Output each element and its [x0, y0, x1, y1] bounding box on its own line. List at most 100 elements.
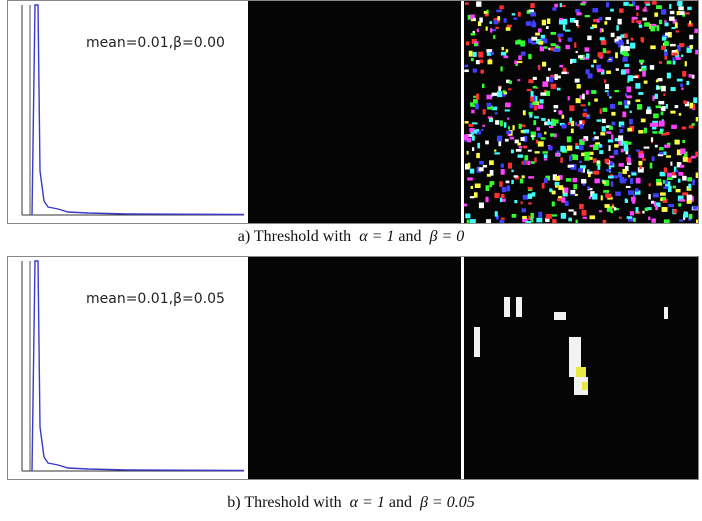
noise-pixel [594, 136, 599, 139]
noise-pixel [497, 136, 502, 142]
noise-pixel [681, 88, 683, 90]
noise-pixel [588, 102, 590, 106]
noise-pixel [594, 179, 599, 184]
noise-pixel [638, 92, 643, 95]
noise-pixel [662, 37, 666, 41]
noise-pixel [483, 109, 486, 114]
noise-pixel [696, 173, 698, 178]
noise-pixel [670, 11, 674, 14]
noise-pixel [482, 84, 484, 88]
noise-pixel [529, 9, 534, 12]
noise-pixel [663, 93, 665, 96]
noise-pixel [629, 4, 633, 6]
noise-pixel [502, 187, 507, 192]
noise-pixel [575, 194, 578, 196]
noise-pixel [494, 150, 496, 152]
noise-pixel [696, 220, 698, 223]
noise-pixel [531, 135, 534, 137]
noise-pixel [650, 26, 655, 31]
noise-pixel [541, 35, 545, 39]
noise-pixel [469, 124, 474, 127]
noise-pixel [636, 150, 640, 152]
noise-pixel [625, 200, 628, 203]
noise-pixel [630, 43, 635, 49]
noise-pixel [522, 175, 525, 178]
noise-pixel [583, 217, 587, 219]
noise-pixel [581, 104, 586, 106]
noise-pixel [467, 177, 473, 180]
noise-pixel [604, 21, 607, 25]
noise-pixel [601, 40, 607, 45]
noise-pixel [657, 25, 660, 31]
noise-pixel [630, 211, 634, 215]
noise-pixel [528, 216, 530, 221]
noise-pixel [474, 130, 477, 134]
noise-pixel [664, 219, 670, 223]
threshold-image [464, 1, 698, 223]
noise-pixel [597, 69, 603, 73]
noise-pixel [482, 125, 485, 127]
noise-pixel [507, 118, 509, 120]
noise-pixel [668, 186, 672, 190]
noise-pixel [611, 134, 613, 140]
noise-pixel [681, 55, 683, 57]
noise-pixel [602, 181, 605, 184]
noise-pixel [544, 154, 548, 158]
noise-pixel [652, 131, 657, 134]
noise-pixel [639, 24, 642, 27]
noise-pixel [486, 26, 488, 30]
noise-pixel [551, 32, 556, 35]
noise-pixel [546, 77, 549, 82]
noise-pixel [505, 109, 510, 111]
noise-pixel [604, 79, 606, 83]
noise-pixel [641, 119, 646, 123]
noise-pixel [651, 218, 655, 222]
noise-pixel [593, 171, 599, 175]
noise-pixel [523, 110, 526, 115]
noise-pixel [500, 120, 503, 126]
noise-pixel [467, 138, 471, 143]
noise-pixel [628, 158, 631, 164]
noise-pixel [472, 147, 474, 151]
noise-pixel [664, 167, 667, 172]
noise-pixel [562, 115, 565, 119]
noise-pixel [560, 3, 562, 7]
noise-pixel [680, 83, 683, 87]
noise-pixel [560, 157, 563, 162]
noise-pixel [603, 220, 607, 223]
noise-pixel [680, 165, 684, 168]
noise-pixel [689, 214, 693, 219]
noise-pixel [474, 192, 478, 197]
noise-pixel [661, 112, 664, 116]
noise-pixel [565, 201, 569, 206]
noise-pixel [602, 119, 606, 123]
noise-pixel [546, 214, 552, 219]
noise-pixel [651, 137, 653, 141]
noise-pixel [471, 33, 476, 36]
noise-pixel [622, 112, 626, 118]
noise-pixel [614, 90, 619, 92]
noise-pixel [585, 15, 590, 17]
noise-pixel [664, 23, 668, 27]
noise-pixel [473, 18, 476, 21]
noise-pixel [490, 170, 494, 176]
noise-pixel [471, 186, 473, 189]
noise-pixel [535, 33, 540, 36]
noise-pixel [653, 113, 659, 118]
noise-pixel [559, 20, 565, 24]
noise-pixel [569, 155, 572, 161]
noise-pixel [573, 211, 576, 215]
noise-pixel [609, 145, 611, 151]
noise-pixel [552, 191, 556, 195]
noise-pixel [528, 176, 534, 178]
noise-pixel [478, 52, 483, 58]
noise-pixel [671, 125, 677, 129]
noise-pixel [685, 12, 690, 14]
noise-pixel [508, 163, 512, 169]
noise-pixel [545, 91, 550, 96]
noise-pixel [694, 29, 698, 33]
noise-pixel [626, 86, 630, 92]
caption-and: and [398, 228, 421, 245]
noise-pixel [528, 202, 532, 204]
noise-pixel [626, 40, 628, 45]
